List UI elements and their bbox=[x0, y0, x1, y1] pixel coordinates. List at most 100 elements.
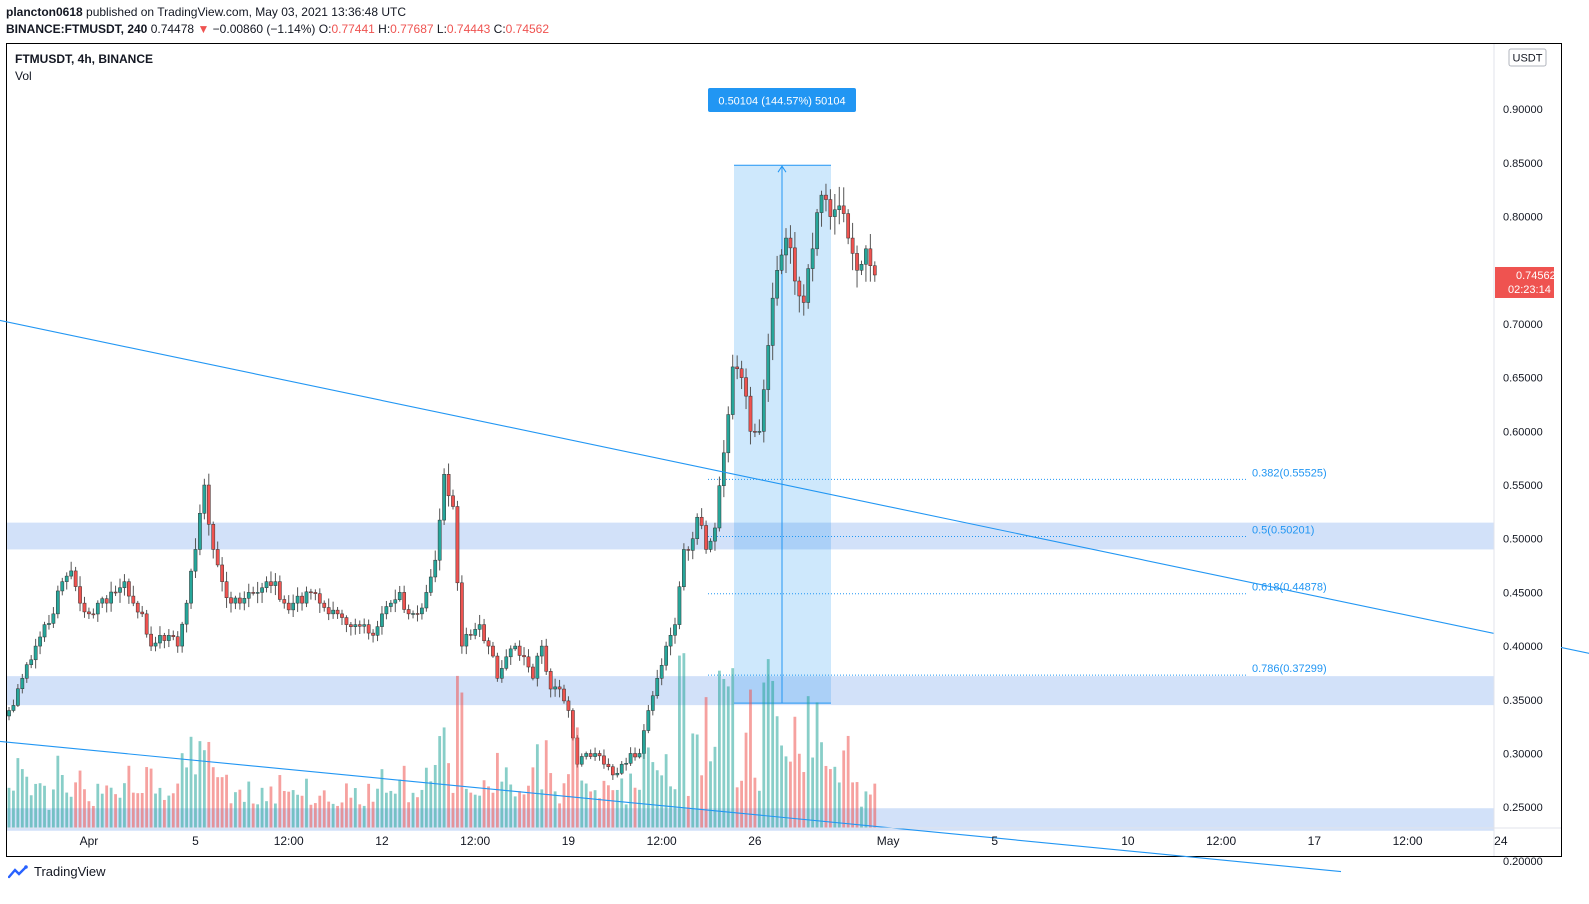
volume-bar bbox=[615, 789, 619, 828]
candle-body bbox=[47, 623, 51, 625]
volume-bar bbox=[855, 782, 859, 828]
volume-bar bbox=[718, 670, 721, 828]
candle-body bbox=[464, 634, 469, 647]
volume-bar bbox=[282, 790, 286, 828]
time-tick-label: 24 bbox=[1494, 834, 1508, 848]
time-tick-label: Apr bbox=[80, 834, 99, 848]
candle-body bbox=[495, 655, 500, 679]
volume-bar bbox=[780, 745, 783, 828]
volume-bar bbox=[589, 791, 593, 828]
volume-bar bbox=[87, 801, 91, 828]
volume-bar bbox=[194, 774, 197, 828]
candle-body bbox=[295, 595, 300, 604]
price-tick-label: 0.45000 bbox=[1503, 587, 1543, 599]
volume-bar bbox=[695, 734, 699, 828]
volume-bar bbox=[447, 763, 450, 828]
volume-bar bbox=[251, 803, 255, 828]
candle-body bbox=[340, 613, 344, 618]
candle-body bbox=[51, 613, 56, 624]
candle-body bbox=[100, 598, 105, 604]
candle-body bbox=[286, 602, 291, 611]
volume-bar bbox=[460, 692, 464, 828]
candle-body bbox=[349, 624, 353, 627]
candle-body bbox=[566, 700, 571, 711]
volume-bar bbox=[638, 789, 641, 828]
volume-bar bbox=[229, 803, 233, 828]
volume-bar bbox=[607, 785, 610, 828]
support-resistance-zone bbox=[7, 522, 1494, 550]
volume-bar bbox=[757, 790, 761, 828]
time-tick-label: 17 bbox=[1308, 834, 1322, 848]
candle-body bbox=[655, 678, 660, 697]
candle-body bbox=[180, 623, 185, 647]
volume-bar bbox=[176, 783, 180, 828]
volume-bar bbox=[211, 767, 215, 828]
volume-bar bbox=[78, 770, 82, 828]
candle-body bbox=[215, 549, 220, 566]
volume-bar bbox=[331, 803, 335, 828]
candle-body bbox=[317, 593, 322, 604]
time-tick-label: May bbox=[877, 834, 900, 848]
candle-body bbox=[468, 634, 473, 636]
volume-bar bbox=[762, 682, 766, 828]
candle-body bbox=[322, 602, 327, 608]
candle-body bbox=[806, 268, 811, 303]
candle-body bbox=[508, 648, 513, 658]
volume-bar bbox=[753, 777, 757, 828]
candle-body bbox=[801, 295, 806, 303]
fib-level-label: 0.382(0.55525) bbox=[1252, 467, 1327, 479]
price-tick-label: 0.65000 bbox=[1503, 373, 1543, 385]
candle-body bbox=[277, 581, 282, 600]
candle-body bbox=[473, 629, 478, 636]
volume-bar bbox=[784, 756, 788, 828]
publisher-username[interactable]: plancton0618 bbox=[6, 5, 83, 19]
volume-bar bbox=[549, 773, 553, 828]
candle-body bbox=[357, 624, 362, 627]
change-down-icon: ▼ bbox=[197, 22, 210, 36]
candle-body bbox=[726, 414, 731, 454]
candle-body bbox=[326, 607, 331, 615]
candle-body bbox=[42, 624, 47, 638]
currency-badge bbox=[1508, 48, 1547, 67]
volume-bar bbox=[491, 792, 495, 828]
measure-label: 0.50104 (144.57%) 50104 bbox=[718, 96, 845, 108]
volume-bar bbox=[513, 796, 517, 828]
candle-body bbox=[211, 524, 216, 550]
volume-bar bbox=[345, 783, 348, 828]
volume-bar bbox=[633, 787, 637, 828]
candle-body bbox=[362, 624, 367, 627]
volume-bar bbox=[820, 742, 823, 828]
candle-body bbox=[175, 636, 180, 647]
candle-body bbox=[761, 389, 766, 432]
fib-level-label: 0.618(0.44878) bbox=[1252, 582, 1327, 594]
candle-body bbox=[619, 763, 624, 774]
candle-body bbox=[588, 753, 593, 757]
candle-body bbox=[739, 368, 744, 378]
candle-body bbox=[393, 599, 398, 604]
candle-body bbox=[162, 635, 167, 641]
volume-bar bbox=[504, 767, 508, 828]
candle-body bbox=[828, 199, 833, 217]
volume-bar bbox=[291, 790, 295, 828]
volume-bar bbox=[100, 793, 104, 828]
volume-bar bbox=[846, 735, 850, 828]
candle-body bbox=[522, 655, 526, 658]
price-scale-area bbox=[1494, 44, 1561, 828]
volume-bar bbox=[336, 805, 339, 828]
volume-bar bbox=[602, 780, 606, 828]
volume-bar bbox=[456, 675, 459, 828]
volume-bar bbox=[238, 789, 242, 828]
candle-body bbox=[291, 602, 296, 611]
volume-bar bbox=[158, 787, 162, 828]
volume-bar bbox=[580, 780, 584, 828]
candle-body bbox=[300, 595, 304, 604]
candle-body bbox=[824, 194, 828, 200]
change-value: −0.00860 (−1.14%) bbox=[212, 22, 316, 36]
candle-body bbox=[131, 595, 136, 604]
volume-bar bbox=[309, 804, 313, 828]
volume-bar bbox=[274, 803, 277, 828]
chart-frame[interactable] bbox=[6, 43, 1562, 857]
tradingview-brand[interactable]: TradingView bbox=[8, 864, 106, 879]
candle-body bbox=[202, 484, 207, 514]
